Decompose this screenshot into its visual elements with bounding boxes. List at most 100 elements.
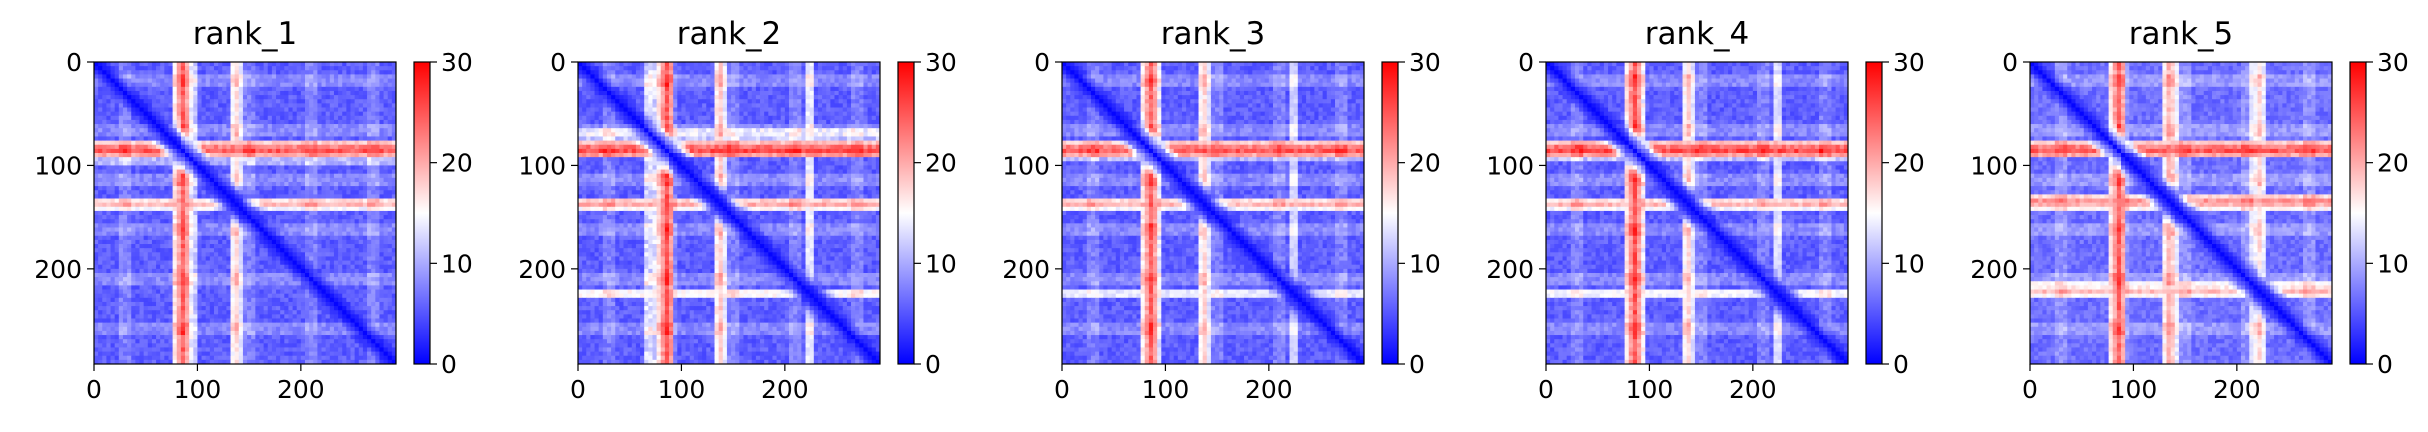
heatmap-cell [114, 343, 120, 348]
heatmap-cell [313, 322, 318, 328]
heatmap-cell [218, 82, 223, 88]
heatmap-cell [288, 173, 293, 179]
heatmap-cell [338, 128, 343, 133]
heatmap-cell [102, 82, 107, 88]
heatmap-cell [213, 289, 219, 295]
heatmap-cell [391, 322, 397, 328]
heatmap-cell [189, 227, 194, 233]
heatmap-cell [135, 244, 140, 249]
heatmap-cell [391, 285, 397, 290]
heatmap-cell [234, 219, 240, 224]
heatmap-cell [251, 173, 256, 179]
heatmap-cell [271, 177, 277, 183]
heatmap-cell [362, 223, 368, 228]
heatmap-cell [147, 326, 153, 332]
heatmap-cell [276, 140, 281, 146]
heatmap-cell [156, 235, 161, 241]
heatmap-cell [325, 144, 331, 150]
heatmap-cell [358, 227, 364, 233]
heatmap-cell [160, 95, 165, 100]
heatmap-cell [367, 153, 372, 158]
heatmap-cell [110, 169, 116, 175]
heatmap-cell [284, 260, 289, 266]
heatmap-cell [180, 219, 186, 224]
heatmap-cell [110, 66, 116, 71]
heatmap-cell [127, 62, 132, 67]
heatmap-cell [362, 124, 368, 129]
heatmap-cell [354, 95, 360, 100]
heatmap-cell [160, 244, 165, 249]
heatmap-cell [143, 310, 149, 315]
heatmap-cell [143, 62, 149, 67]
heatmap-cell [255, 244, 260, 249]
heatmap-cell [346, 99, 351, 104]
heatmap-cell [338, 165, 343, 170]
heatmap-cell [325, 314, 331, 319]
heatmap-cell [114, 173, 120, 179]
heatmap-cell [267, 285, 273, 290]
heatmap-cell [367, 244, 372, 249]
heatmap-cell [296, 78, 302, 84]
heatmap-cell [139, 219, 145, 224]
heatmap-cell [271, 78, 277, 84]
heatmap-cell [354, 186, 360, 191]
heatmap-cell [106, 86, 111, 92]
heatmap-cell [114, 289, 120, 295]
heatmap-cell [238, 153, 244, 158]
heatmap-cell [110, 293, 116, 299]
heatmap-cell [354, 339, 360, 344]
heatmap-cell [164, 215, 169, 220]
heatmap-cell [354, 272, 360, 278]
heatmap-cell [122, 119, 128, 125]
heatmap-cell [222, 260, 227, 266]
heatmap-cell [172, 330, 178, 336]
heatmap-cell [276, 103, 281, 108]
heatmap-cell [201, 95, 207, 100]
heatmap-cell [193, 206, 198, 212]
heatmap-cell [387, 194, 393, 199]
heatmap-cell [156, 210, 161, 216]
heatmap-cell [247, 277, 252, 282]
heatmap-cell [354, 297, 360, 303]
heatmap-cell [288, 66, 293, 71]
heatmap-cell [193, 132, 198, 137]
heatmap-cell [271, 181, 277, 187]
heatmap-cell [189, 70, 194, 75]
heatmap-cell [379, 62, 384, 67]
heatmap-cell [222, 215, 227, 220]
heatmap-cell [304, 128, 310, 133]
heatmap-cell [350, 177, 356, 183]
heatmap-cell [346, 314, 351, 319]
heatmap-cell [387, 136, 393, 142]
heatmap-cell [94, 74, 99, 79]
heatmap-cell [321, 244, 327, 249]
heatmap-cell [329, 244, 335, 249]
heatmap-cell [362, 78, 368, 84]
heatmap-cell [251, 314, 256, 319]
heatmap-cell [197, 260, 202, 266]
heatmap-cell [367, 239, 372, 245]
heatmap-cell [391, 310, 397, 315]
heatmap-cell [106, 339, 111, 344]
heatmap-cell [333, 301, 339, 307]
heatmap-cell [342, 231, 347, 237]
heatmap-cell [304, 157, 310, 162]
heatmap-cell [160, 322, 165, 328]
heatmap-cell [98, 90, 103, 96]
heatmap-cell [296, 256, 302, 261]
heatmap-cell [247, 86, 252, 92]
heatmap-cell [309, 74, 314, 79]
heatmap-cell [164, 99, 169, 104]
heatmap-cell [131, 330, 136, 336]
heatmap-cell [259, 90, 265, 96]
heatmap-cell [325, 219, 331, 224]
heatmap-cell [280, 90, 285, 96]
heatmap-cell [185, 62, 190, 67]
heatmap-cell [106, 132, 111, 137]
heatmap-cell [292, 322, 298, 328]
heatmap-cell [251, 223, 256, 228]
heatmap-cell [280, 239, 285, 245]
heatmap-cell [371, 70, 376, 75]
heatmap-cell [122, 244, 128, 249]
heatmap-cell [329, 256, 335, 261]
